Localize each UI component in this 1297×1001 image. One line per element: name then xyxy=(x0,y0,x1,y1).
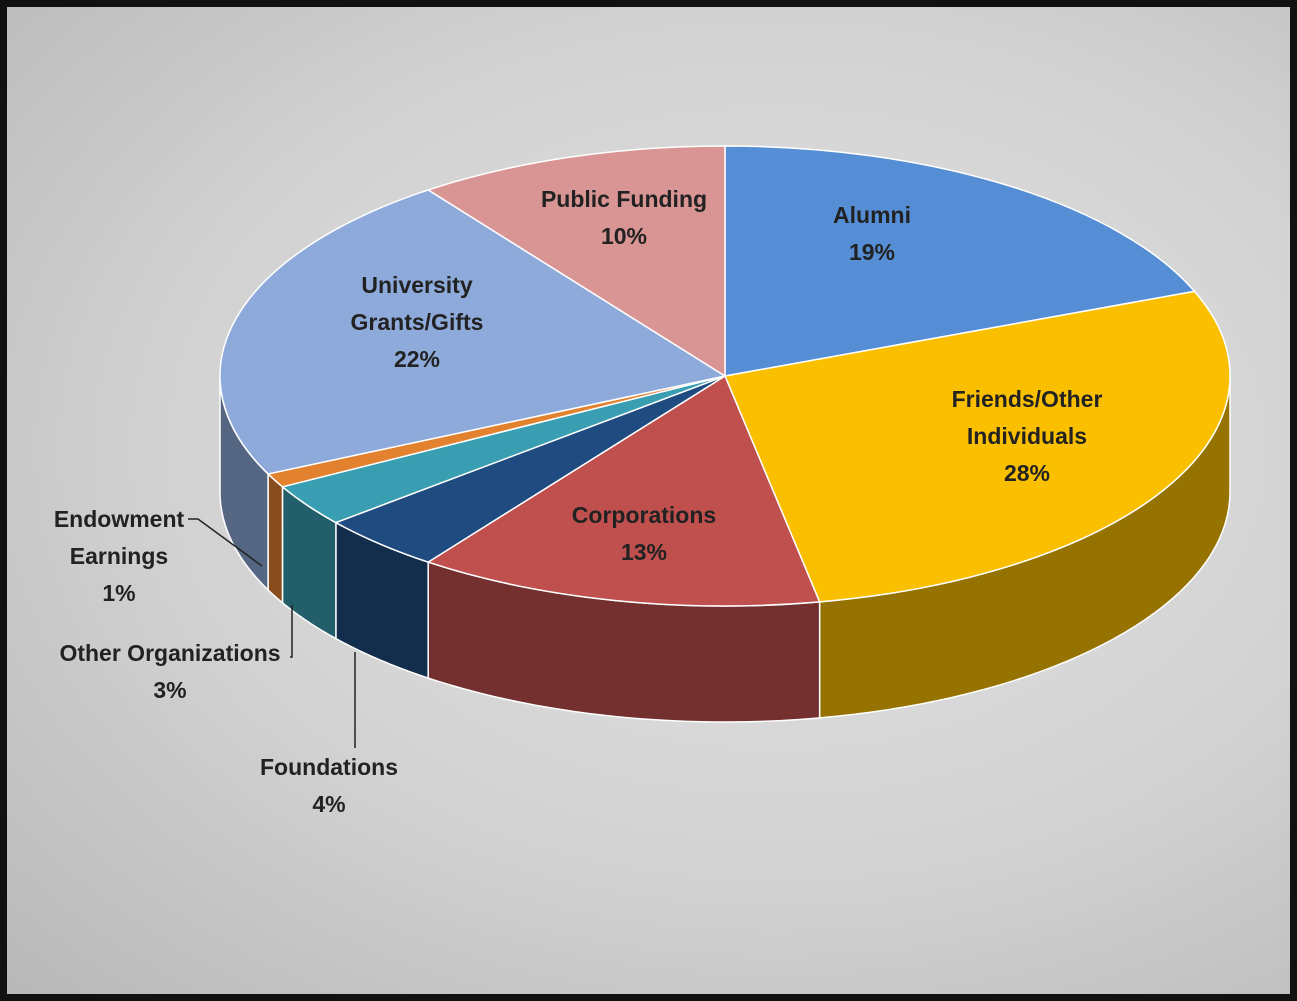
category-label: Friends/Other Individuals xyxy=(951,386,1103,449)
slice-side xyxy=(267,472,284,605)
value-label: 10% xyxy=(600,223,648,249)
pie-slice xyxy=(426,374,821,607)
slice-label: Other Organizations 3% xyxy=(59,635,280,709)
category-label: Other Organizations xyxy=(59,640,281,666)
value-label: 3% xyxy=(153,677,187,703)
pie-slice xyxy=(723,290,1231,603)
slice-label: Foundations 4% xyxy=(260,749,398,823)
slice-label: Friends/Other Individuals 28% xyxy=(927,381,1127,492)
leader-line xyxy=(290,605,293,658)
slice-label: Endowment Earnings 1% xyxy=(34,501,204,612)
value-label: 1% xyxy=(102,580,136,606)
slice-label: University Grants/Gifts 22% xyxy=(330,267,505,378)
value-label: 22% xyxy=(393,346,441,372)
category-label: Alumni xyxy=(833,202,911,228)
category-label: Corporations xyxy=(571,502,717,528)
pie-slice xyxy=(426,145,726,378)
pie-slice xyxy=(219,189,727,475)
slice-label: Corporations 13% xyxy=(572,497,716,571)
value-label: 13% xyxy=(620,539,668,565)
value-label: 19% xyxy=(848,239,896,265)
pie-canvas xyxy=(188,145,1231,748)
slice-label: Public Funding 10% xyxy=(541,181,707,255)
category-label: Foundations xyxy=(260,754,398,780)
value-label: 4% xyxy=(312,791,346,817)
pie-tops xyxy=(219,145,1231,607)
pie-slice xyxy=(724,145,1196,377)
category-label: Endowment Earnings xyxy=(53,506,185,569)
leader-line xyxy=(188,518,263,567)
category-label: University Grants/Gifts xyxy=(350,272,484,335)
pie-sides xyxy=(219,375,1231,723)
category-label: Public Funding xyxy=(540,186,708,212)
value-label: 28% xyxy=(1003,460,1051,486)
slice-label: Alumni 19% xyxy=(833,197,911,271)
